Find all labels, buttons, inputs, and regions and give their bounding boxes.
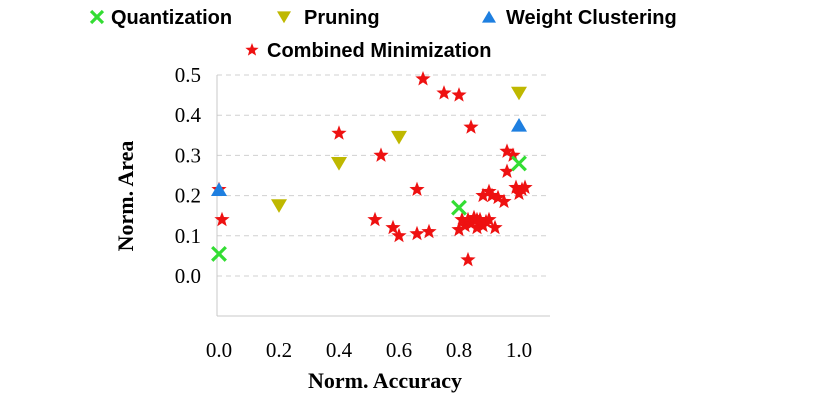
legend: Quantization Pruning Weight Clustering Comb… — [89, 7, 677, 62]
combined-minimization-point — [463, 119, 479, 134]
combined-minimization-point — [391, 227, 407, 243]
combined-minimization-point — [517, 179, 533, 195]
legend-weight-clustering-label: Weight Clustering — [506, 7, 677, 29]
x-tick-label: 1.0 — [506, 338, 532, 362]
combined-minimization-point — [409, 181, 425, 197]
combined-minimization-point — [499, 143, 515, 158]
combined-minimization-point — [409, 225, 425, 241]
quantization-point — [451, 199, 467, 216]
pruning-point — [391, 130, 407, 145]
combined-minimization-point — [469, 211, 485, 227]
combined-minimization-point — [415, 71, 431, 86]
combined-minimization-point — [214, 211, 230, 227]
combined-minimization-point — [460, 251, 476, 267]
combined-minimization-point — [469, 219, 485, 235]
quantization-point — [511, 155, 527, 172]
y-tick-label: 0.5 — [175, 63, 201, 87]
y-tick-label: 0.4 — [175, 103, 202, 127]
combined-minimization-point — [505, 147, 521, 162]
x-tick-label: 0.2 — [266, 338, 292, 362]
y-axis-title: Norm. Area — [113, 141, 138, 252]
legend-pruning-marker — [277, 11, 291, 24]
combined-minimization-point — [454, 211, 470, 227]
x-tick-label: 0.0 — [206, 338, 232, 362]
combined-minimization-point — [484, 187, 500, 203]
x-tick-label: 0.8 — [446, 338, 472, 362]
combined-minimization-point — [451, 87, 467, 102]
combined-minimization-point — [367, 211, 383, 227]
x-tick-label: 0.6 — [386, 338, 412, 362]
weight-clustering-point — [511, 118, 527, 132]
combined-minimization-point — [487, 219, 503, 235]
grid — [217, 74, 550, 277]
combined-minimization-point — [385, 219, 401, 235]
legend-combined-minimization-marker — [245, 43, 259, 56]
combined-minimization-point — [436, 85, 452, 100]
legend-quantization-label: Quantization — [111, 7, 232, 29]
y-tick-label: 0.1 — [175, 224, 201, 248]
x-axis-title: Norm. Accuracy — [308, 368, 462, 393]
combined-minimization-point — [490, 189, 506, 205]
tick-labels: 0.0 0.1 0.2 0.3 0.4 0.5 0.0 0.2 0.4 0.6 0.8 1.0 — [175, 63, 532, 362]
legend-combined-minimization-label: Combined Minimization — [267, 40, 491, 62]
x-tick-label: 0.4 — [326, 338, 353, 362]
combined-minimization-point — [481, 183, 497, 199]
y-tick-label: 0.3 — [175, 143, 201, 167]
combined-minimization-point — [331, 125, 347, 140]
legend-pruning-label: Pruning — [304, 7, 380, 29]
pruning-point — [271, 199, 287, 213]
combined-minimization-point — [460, 211, 476, 227]
legend-quantization-marker — [89, 9, 105, 25]
weight-clustering-point — [211, 182, 227, 196]
combined-minimization-point — [508, 179, 524, 195]
pruning-point — [511, 86, 527, 101]
data-points — [211, 71, 533, 267]
combined-minimization-point — [466, 209, 482, 225]
legend-weight-clustering-marker — [482, 10, 496, 23]
combined-minimization-point — [421, 223, 437, 239]
combined-minimization-point — [481, 211, 497, 227]
y-tick-label: 0.0 — [175, 264, 201, 288]
combined-minimization-point — [499, 163, 515, 178]
combined-minimization-point — [451, 221, 467, 237]
combined-minimization-point — [373, 147, 389, 162]
pruning-point — [331, 157, 347, 171]
y-tick-label: 0.2 — [175, 184, 201, 208]
combined-minimization-point — [496, 193, 512, 209]
combined-minimization-point — [475, 187, 491, 203]
quantization-point — [211, 245, 227, 262]
